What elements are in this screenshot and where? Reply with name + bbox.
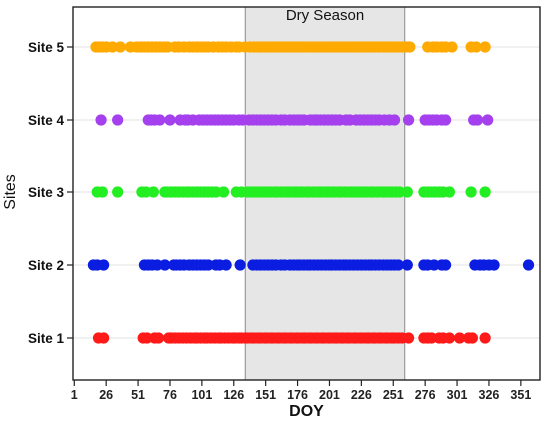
y-tick-label: Site 4 [28,113,65,128]
data-point [234,259,246,271]
data-point [220,259,232,271]
x-tick-label: 226 [351,388,372,402]
y-axis-title: Sites [2,174,19,210]
data-point [465,186,477,198]
data-point [425,332,438,344]
data-point [446,41,458,53]
data-point [96,186,108,198]
data-point [470,41,482,53]
x-tick-label: 126 [223,388,244,402]
x-tick-label: 201 [319,388,340,402]
data-point [164,114,176,126]
y-tick-label: Site 1 [28,331,65,346]
x-tick-label: 326 [479,388,500,402]
data-point [154,114,166,126]
data-point [98,259,110,271]
x-tick-label: 351 [510,388,531,402]
x-tick-label: 76 [163,388,177,402]
data-point [114,41,126,53]
data-point [161,41,174,53]
data-point [140,186,152,198]
y-tick-label: Site 5 [28,40,65,55]
x-tick-label: 1 [71,388,78,402]
x-tick-label: 251 [383,388,404,402]
data-point [152,332,165,344]
plot-frame [72,6,541,381]
data-point [479,332,491,344]
data-point [443,186,456,198]
y-tick-label: Site 2 [28,258,64,273]
data-point [394,186,406,198]
data-point [217,186,230,198]
x-tick-label: 301 [447,388,468,402]
data-point [98,332,110,344]
data-point [112,114,124,126]
x-tick-label: 51 [131,388,145,402]
data-point [466,332,478,344]
x-axis-title: DOY [289,403,324,420]
data-point [443,332,456,344]
x-tick-label: 176 [287,388,308,402]
data-point [112,186,124,198]
data-point [106,41,119,53]
y-axis: Site 1 Site 2 Site 3 Site 4 Site 5 [28,40,73,346]
data-points [87,41,535,344]
data-point [471,114,484,126]
plot-border [72,6,541,381]
data-point [141,332,153,344]
data-point [151,259,163,271]
data-point [402,114,415,126]
dry-season-label: Dry Season [286,7,364,24]
data-point [454,332,466,344]
x-axis: 1 26 51 76 101 126 151 176 201 226 251 276 301 326 351 [71,380,531,402]
x-tick-label: 276 [415,388,436,402]
data-point [402,332,415,344]
data-point [522,259,535,271]
data-point [159,259,171,271]
data-point [392,259,404,271]
data-point [488,259,500,271]
x-tick-label: 26 [99,388,113,402]
data-point [482,114,494,126]
y-tick-label: Site 3 [28,185,65,200]
data-point [428,259,440,271]
data-point [401,186,413,198]
data-point [479,41,491,53]
data-point [404,41,416,53]
data-point [401,259,413,271]
x-tick-label: 151 [255,388,276,402]
data-point [479,186,491,198]
data-point [439,114,452,126]
data-point [95,114,107,126]
data-point [147,186,159,198]
data-point [210,186,222,198]
x-tick-label: 101 [191,388,212,402]
data-point [439,259,452,271]
data-point [388,114,401,126]
data-point [202,259,214,271]
